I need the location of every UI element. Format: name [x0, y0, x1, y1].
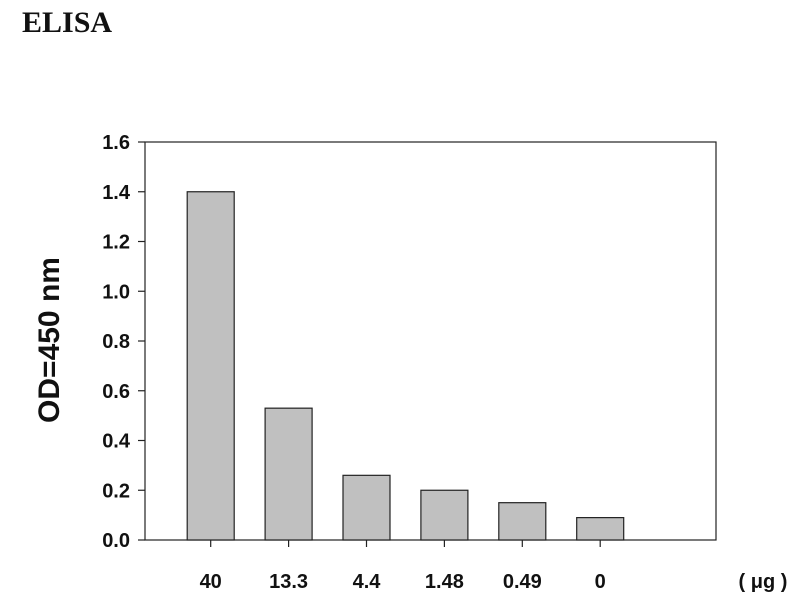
x-tick-label: 13.3	[269, 571, 308, 593]
y-tick-label: 1.2	[102, 232, 130, 254]
x-tick-label: 40	[200, 571, 222, 593]
y-tick-label: 0.2	[102, 480, 130, 502]
x-tick-label: 0.49	[503, 571, 542, 593]
bar-4.4	[342, 474, 391, 541]
y-tick-label: 0.0	[102, 530, 130, 552]
y-axis-label: OD=450 nm	[33, 257, 66, 423]
y-tick-label: 0.8	[102, 331, 130, 353]
bar-0	[576, 517, 625, 541]
y-tick-label: 1.6	[102, 132, 130, 154]
y-tick-label: 1.4	[102, 182, 131, 204]
bar-0.49	[498, 502, 547, 541]
bar-1.48	[420, 489, 469, 541]
y-tick-label: 0.4	[102, 431, 131, 453]
y-tick-label: 0.6	[102, 381, 130, 403]
x-tick-label: 1.48	[425, 571, 464, 593]
x-tick-label: 0	[595, 571, 606, 593]
y-tick-label: 1.0	[102, 281, 130, 303]
bar-13.3	[264, 407, 313, 541]
chart-title: ELISA	[22, 6, 113, 39]
bar-40	[186, 191, 235, 541]
x-unit-label: ( μg )	[739, 571, 788, 593]
x-tick-label: 4.4	[353, 571, 382, 593]
